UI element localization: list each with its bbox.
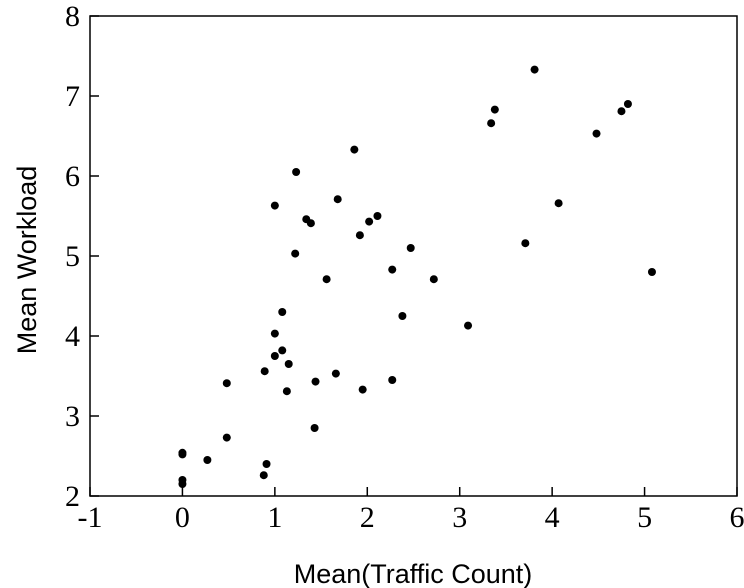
x-tick-label: 2 [360,501,375,534]
data-point [333,195,342,204]
data-point [178,450,187,459]
data-point [388,265,397,274]
y-tick-label: 5 [65,240,80,273]
data-point [222,433,231,442]
data-point [617,107,626,116]
data-point [350,145,359,154]
data-point [270,201,279,210]
y-tick-label: 6 [65,160,80,193]
x-tick-label: 6 [730,501,744,534]
data-point [388,376,397,384]
data-point [222,379,231,388]
plot-frame [89,15,738,497]
data-point [487,119,496,128]
data-point [311,377,320,386]
x-axis: -1 0 1 2 3 4 5 6 [78,487,744,534]
data-point [259,471,268,480]
data-point [203,456,212,464]
data-point [270,352,279,360]
data-point [358,385,367,394]
data-point [365,217,374,226]
y-axis-title: Mean Workload [12,166,42,355]
data-point [464,321,473,330]
y-tick-label: 4 [65,320,80,353]
x-tick-label: 0 [175,501,190,534]
x-tick-label: 1 [267,501,282,534]
data-point [310,424,319,432]
y-tick-label: 2 [65,480,80,513]
y-tick-label: 7 [65,80,80,113]
data-point [530,65,539,74]
data-point [278,346,287,355]
data-point [554,199,563,208]
data-point [322,275,331,284]
x-tick-label: 3 [452,501,467,534]
data-point [282,387,291,396]
y-tick-label: 8 [65,0,80,33]
data-point [178,480,187,488]
data-point [398,312,407,320]
data-point [373,212,382,220]
data-point [284,360,293,368]
data-point [355,231,364,240]
x-tick-label: -1 [78,501,103,534]
data-point [623,100,632,108]
data-point [490,105,499,114]
x-tick-label: 5 [637,501,652,534]
data-point [291,249,300,258]
data-points [178,65,656,488]
data-point [647,268,656,276]
data-point [270,329,279,338]
data-point [429,275,438,284]
data-point [406,244,415,252]
data-point [278,308,287,316]
y-axis: 2 3 4 5 6 7 8 [65,0,99,513]
x-axis-title: Mean(Traffic Count) [294,559,533,588]
data-point [592,129,601,138]
data-point [331,369,340,378]
data-point [521,239,530,248]
data-point [260,367,269,376]
data-point [292,168,301,176]
x-tick-label: 4 [545,501,560,534]
y-tick-label: 3 [65,400,80,433]
data-point [262,460,271,468]
data-point [306,219,315,228]
